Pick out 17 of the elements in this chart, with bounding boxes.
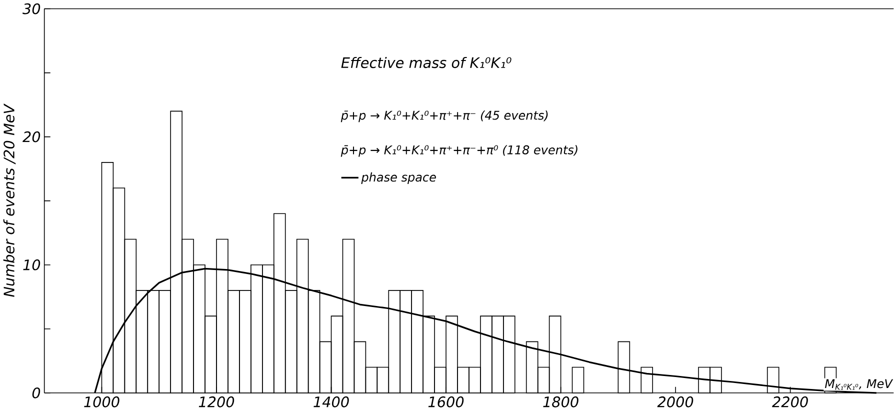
x-axis-title: M$_{K₁⁰K₁⁰}$, MeV — [824, 379, 894, 390]
x-tick-label: 1800 — [543, 396, 578, 408]
x-tick-label: 2000 — [657, 396, 694, 408]
y-axis-title: Number of events /20 MeV — [3, 104, 16, 298]
legend-label: phase space — [361, 172, 436, 184]
x-tick-label: 1600 — [428, 396, 464, 408]
x-tick-label: 1200 — [198, 396, 234, 408]
y-tick-label: 10 — [23, 260, 40, 270]
text: Effective mass of K₁⁰K₁⁰ — [341, 57, 512, 68]
annotation: p̄+p → K₁⁰+K₁⁰+π⁺+π⁻+π⁰ (118 events) — [340, 145, 578, 157]
annotation: p̄+p → K₁⁰+K₁⁰+π⁺+π⁻ (45 events) — [340, 110, 548, 122]
x-tick-label: 2200 — [772, 396, 808, 408]
x-tick-label: 1000 — [84, 396, 120, 408]
x-tick-label: 1400 — [314, 396, 349, 408]
y-tick-label: 30 — [22, 4, 40, 14]
y-tick-label: 0 — [32, 388, 40, 399]
y-tick-label: 20 — [22, 132, 40, 142]
